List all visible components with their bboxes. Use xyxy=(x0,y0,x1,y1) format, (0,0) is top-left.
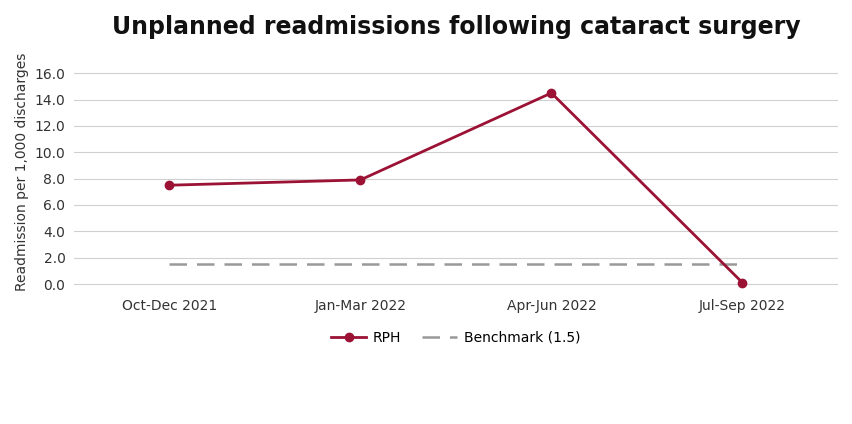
Y-axis label: Readmission per 1,000 discharges: Readmission per 1,000 discharges xyxy=(15,53,29,291)
Legend: RPH, Benchmark (1.5): RPH, Benchmark (1.5) xyxy=(325,325,585,350)
Title: Unplanned readmissions following cataract surgery: Unplanned readmissions following catarac… xyxy=(112,15,799,39)
